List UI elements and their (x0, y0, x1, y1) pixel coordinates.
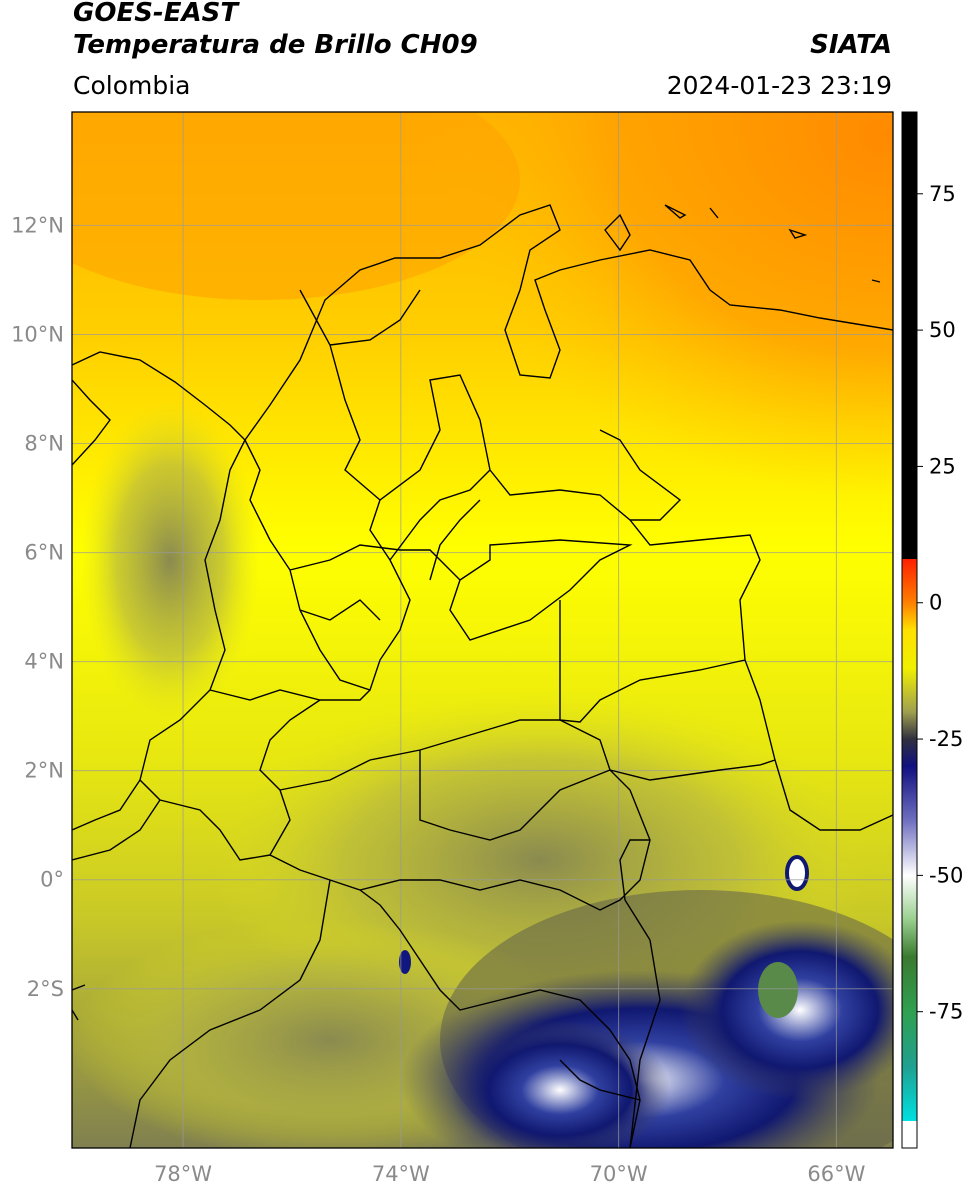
lat-tick-label: 6°N (24, 541, 64, 565)
lon-tick-label: 70°W (590, 1162, 648, 1186)
map-frame (71, 111, 894, 1149)
lat-tick-label: 8°N (24, 432, 64, 456)
lat-tick-label: 2°N (24, 759, 64, 783)
product-title: Temperatura de Brillo CH09 (73, 30, 478, 60)
colorbar-frame (901, 111, 918, 1149)
colorbar-tick-label: 25 (929, 454, 956, 478)
colorbar-tick-label: -50 (929, 863, 963, 887)
satellite-title: GOES-EAST (73, 0, 239, 28)
lat-tick-label: 4°N (24, 650, 64, 674)
lat-tick-label: 0° (40, 868, 64, 892)
region-label: Colombia (73, 71, 191, 100)
graticule (72, 112, 893, 1148)
colorbar-ticks: 75 50 25 0 -25 -50 -75 (917, 182, 963, 1024)
lat-tick-label: 10°N (11, 322, 64, 346)
coastlines-and-borders (72, 204, 893, 1148)
longitude-tick-labels: 78°W 74°W 70°W 66°W (154, 1162, 866, 1186)
lon-tick-label: 66°W (807, 1162, 865, 1186)
lon-tick-label: 74°W (372, 1162, 430, 1186)
colorbar-tick-label: -25 (929, 727, 963, 751)
colorbar-tick-label: -75 (929, 1000, 963, 1024)
colorbar-scale (902, 112, 917, 1148)
colorbar-tick-label: 50 (929, 318, 956, 342)
lat-tick-label: 12°N (11, 213, 64, 237)
colorbar-tick-label: 75 (929, 182, 956, 206)
colorbar: 75 50 25 0 -25 -50 -75 (901, 111, 963, 1149)
agency-label: SIATA (810, 30, 892, 60)
lat-tick-label: 2°S (27, 977, 64, 1001)
datetime-label: 2024-01-23 23:19 (666, 71, 892, 100)
lon-tick-label: 78°W (154, 1162, 212, 1186)
latitude-tick-labels: 12°N 10°N 8°N 6°N 4°N 2°N 0° 2°S (11, 213, 64, 1000)
colorbar-tick-label: 0 (929, 591, 942, 615)
